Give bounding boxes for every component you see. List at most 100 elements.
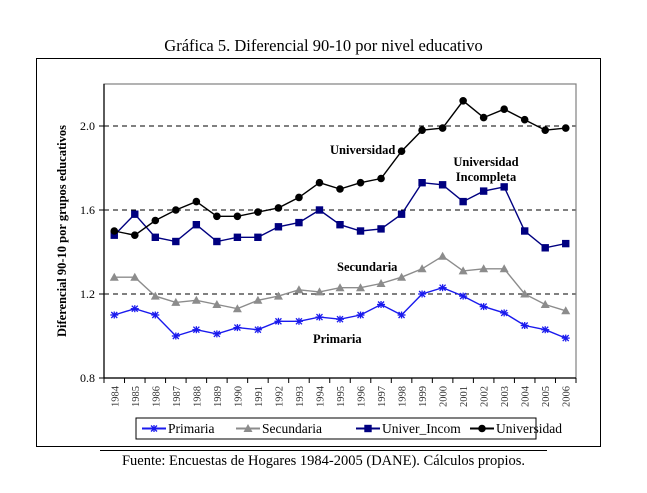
data-point-universidad (479, 113, 488, 122)
data-point-univer-incom (110, 231, 118, 239)
data-point-primaria (438, 284, 447, 292)
legend-marker-secundaria (243, 424, 253, 432)
data-point-universidad (295, 193, 303, 202)
data-point-universidad (541, 126, 550, 134)
data-point-universidad (500, 105, 508, 113)
data-point-secundaria (438, 251, 448, 260)
annotation-univer-incom-line2: Incompleta (456, 170, 517, 184)
data-point-secundaria (520, 289, 530, 298)
data-point-primaria (253, 326, 262, 334)
data-point-univer-incom (377, 225, 385, 233)
annotation-secundaria: Secundaria (337, 260, 398, 274)
x-tick-label: 1991 (254, 386, 265, 407)
x-tick-label: 1993 (295, 386, 306, 407)
y-tick-label: 2.0 (80, 119, 95, 133)
x-tick-label: 1999 (418, 386, 429, 407)
data-point-univer-incom (151, 233, 160, 241)
data-point-secundaria (335, 283, 345, 292)
data-point-universidad (274, 204, 283, 212)
legend-label-universidad: Universidad (496, 421, 562, 436)
x-tick-label: 1985 (131, 386, 142, 407)
data-point-primaria (377, 301, 386, 308)
data-point-primaria (315, 313, 324, 321)
data-point-univer-incom (418, 179, 426, 187)
data-point-secundaria (314, 287, 324, 296)
data-point-univer-incom (213, 237, 221, 246)
series-universidad (110, 97, 570, 239)
data-point-primaria (274, 317, 283, 325)
data-point-universidad (336, 185, 344, 193)
legend-box (135, 417, 537, 440)
data-point-universidad (377, 174, 385, 183)
data-point-primaria (110, 311, 119, 319)
legend-marker-univer-incom (364, 424, 372, 433)
x-tick-label: 2003 (500, 386, 511, 407)
legend-label-primaria: Primaria (168, 421, 215, 436)
data-point-secundaria (499, 264, 509, 273)
data-point-univer-incom (274, 223, 283, 231)
x-tick-label: 1998 (398, 386, 409, 407)
data-point-secundaria (232, 304, 242, 313)
data-point-primaria (192, 326, 201, 334)
data-point-universidad (151, 216, 160, 225)
axes: 0.8 1.2 1.6 2.0 1984 1985 1986 1987 1988 1989 1990… (80, 84, 577, 407)
data-point-primaria (541, 326, 550, 334)
data-point-universidad (520, 115, 529, 124)
data-point-univer-incom (520, 227, 529, 235)
chart-frame (36, 58, 601, 447)
data-point-univer-incom (397, 210, 406, 218)
data-point-secundaria (294, 285, 304, 294)
data-point-secundaria (561, 306, 571, 315)
data-point-univer-incom (336, 221, 344, 229)
legend-item-universidad: Universidad (470, 421, 562, 436)
data-point-univer-incom (541, 244, 549, 252)
series-line-primaria (114, 286, 567, 339)
data-point-univer-incom (315, 206, 324, 214)
data-point-secundaria (458, 266, 468, 275)
data-point-universidad (192, 197, 201, 206)
x-tick-label: 1984 (110, 385, 121, 407)
data-point-univer-incom (254, 233, 262, 241)
data-point-universidad (561, 124, 570, 132)
data-point-secundaria (212, 300, 222, 308)
data-point-primaria (561, 334, 570, 342)
data-point-secundaria (150, 291, 160, 300)
data-point-universidad (315, 178, 324, 187)
series-primaria (110, 284, 570, 342)
data-point-primaria (397, 311, 406, 319)
data-point-univer-incom (500, 183, 508, 191)
y-axis-label: Diferencial 90-10 por grupos educativos (55, 125, 69, 337)
data-point-primaria (336, 315, 344, 323)
data-point-secundaria (109, 272, 119, 281)
x-tick-label: 1987 (172, 386, 183, 407)
data-point-univer-incom (479, 187, 488, 195)
data-point-univer-incom (233, 233, 242, 241)
x-tick-label: 2004 (521, 385, 532, 407)
series (109, 97, 571, 342)
x-tick-label: 1996 (357, 386, 368, 407)
data-point-secundaria (191, 295, 201, 304)
data-point-universidad (356, 178, 365, 187)
data-point-universidad (397, 147, 406, 155)
legend-item-secundaria: Secundaria (236, 421, 322, 436)
data-point-primaria (130, 305, 139, 313)
gridlines (104, 125, 576, 295)
x-tick-label: 2002 (480, 386, 491, 407)
legend-marker-universidad (478, 424, 486, 433)
data-point-univer-incom (131, 210, 139, 218)
source-divider (100, 450, 547, 451)
data-point-univer-incom (295, 218, 303, 227)
data-point-univer-incom (192, 221, 201, 229)
data-point-universidad (254, 208, 262, 216)
x-tick-label: 2005 (541, 386, 552, 407)
data-point-primaria (520, 322, 529, 329)
x-tick-label: 1994 (315, 385, 326, 407)
data-point-universidad (418, 126, 426, 134)
x-tick-label: 1989 (213, 386, 224, 407)
source-note: Fuente: Encuestas de Hogares 1984-2005 (… (121, 453, 526, 469)
annotation-univer-incom-line1: Universidad (453, 155, 518, 169)
x-tick-label: 1988 (192, 386, 203, 407)
data-point-primaria (500, 309, 509, 317)
data-point-universidad (130, 231, 139, 239)
